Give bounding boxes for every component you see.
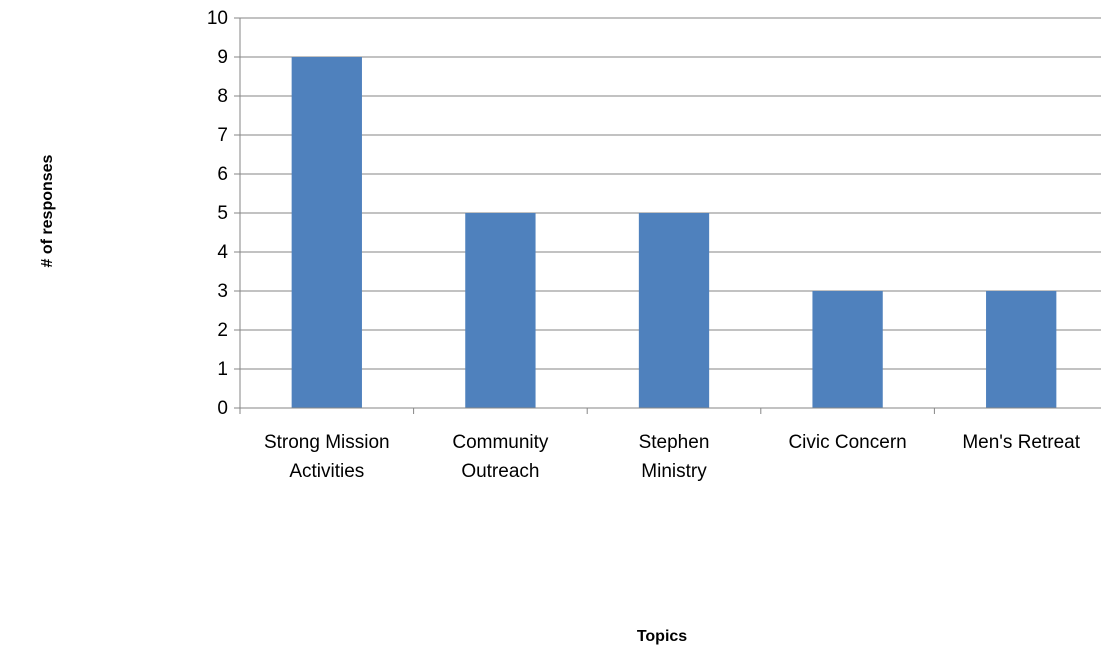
bars [291, 57, 1057, 408]
y-tick-label: 3 [217, 281, 228, 302]
y-tick-label: 10 [207, 8, 228, 29]
y-tick-label: 8 [217, 86, 228, 107]
y-tick-label: 9 [217, 47, 228, 68]
y-tick-label: 5 [217, 203, 228, 224]
bar [291, 57, 362, 408]
bar [812, 291, 883, 408]
x-tick-label: Strong Mission Activities [264, 432, 390, 482]
y-tick-labels: 0 1 2 3 4 5 6 7 8 9 10 [207, 8, 229, 419]
y-tick-label: 1 [217, 359, 228, 380]
y-tick-label: 0 [217, 398, 228, 419]
bar [638, 213, 710, 408]
x-tick-labels: Strong Mission Activities Community Outreac… [264, 432, 1081, 482]
y-axis-title: # of responses [39, 154, 56, 267]
x-tick-label: Community Outreach [452, 432, 549, 482]
x-axis-title: Topics [637, 628, 687, 645]
x-tick-label: Stephen Ministry [639, 432, 710, 482]
y-tick-label: 6 [217, 164, 228, 185]
y-tick-label: 2 [217, 320, 228, 341]
bar [465, 213, 536, 408]
y-tick-label: 7 [217, 125, 228, 146]
y-tick-label: 4 [217, 242, 228, 263]
axes [234, 17, 1101, 414]
bar [986, 291, 1057, 408]
x-tick-label: Men's Retreat [962, 432, 1080, 453]
x-tick-label: Civic Concern [788, 432, 906, 453]
